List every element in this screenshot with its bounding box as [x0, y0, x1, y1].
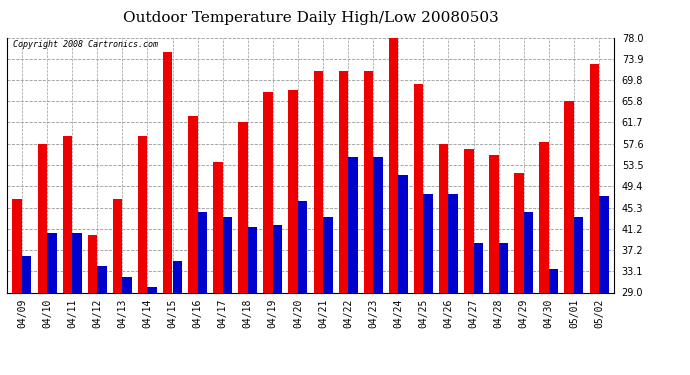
Bar: [313, 71, 323, 292]
Bar: [524, 212, 533, 292]
Bar: [549, 269, 558, 292]
Bar: [72, 232, 81, 292]
Bar: [122, 277, 132, 292]
Bar: [574, 217, 584, 292]
Bar: [298, 201, 308, 292]
Bar: [448, 194, 458, 292]
Text: Copyright 2008 Cartronics.com: Copyright 2008 Cartronics.com: [13, 40, 158, 49]
Bar: [288, 90, 298, 292]
Bar: [398, 176, 408, 292]
Text: Outdoor Temperature Daily High/Low 20080503: Outdoor Temperature Daily High/Low 20080…: [123, 11, 498, 25]
Bar: [37, 144, 47, 292]
Bar: [439, 144, 449, 292]
Bar: [473, 243, 483, 292]
Bar: [540, 142, 549, 292]
Bar: [414, 84, 424, 292]
Bar: [364, 71, 373, 292]
Bar: [12, 199, 22, 292]
Bar: [388, 38, 398, 292]
Bar: [63, 136, 72, 292]
Bar: [112, 199, 122, 292]
Bar: [47, 232, 57, 292]
Bar: [213, 162, 223, 292]
Bar: [489, 154, 499, 292]
Bar: [264, 92, 273, 292]
Bar: [22, 256, 32, 292]
Bar: [97, 267, 107, 292]
Bar: [223, 217, 233, 292]
Bar: [424, 194, 433, 292]
Bar: [163, 52, 172, 292]
Bar: [248, 228, 257, 292]
Bar: [464, 149, 473, 292]
Bar: [373, 157, 383, 292]
Bar: [172, 261, 182, 292]
Bar: [238, 122, 248, 292]
Bar: [273, 225, 282, 292]
Bar: [197, 212, 207, 292]
Bar: [188, 116, 197, 292]
Bar: [599, 196, 609, 292]
Bar: [138, 136, 148, 292]
Bar: [589, 63, 599, 292]
Bar: [148, 287, 157, 292]
Bar: [88, 235, 97, 292]
Bar: [499, 243, 509, 292]
Bar: [339, 71, 348, 292]
Bar: [514, 173, 524, 292]
Bar: [348, 157, 357, 292]
Bar: [323, 217, 333, 292]
Bar: [564, 101, 574, 292]
